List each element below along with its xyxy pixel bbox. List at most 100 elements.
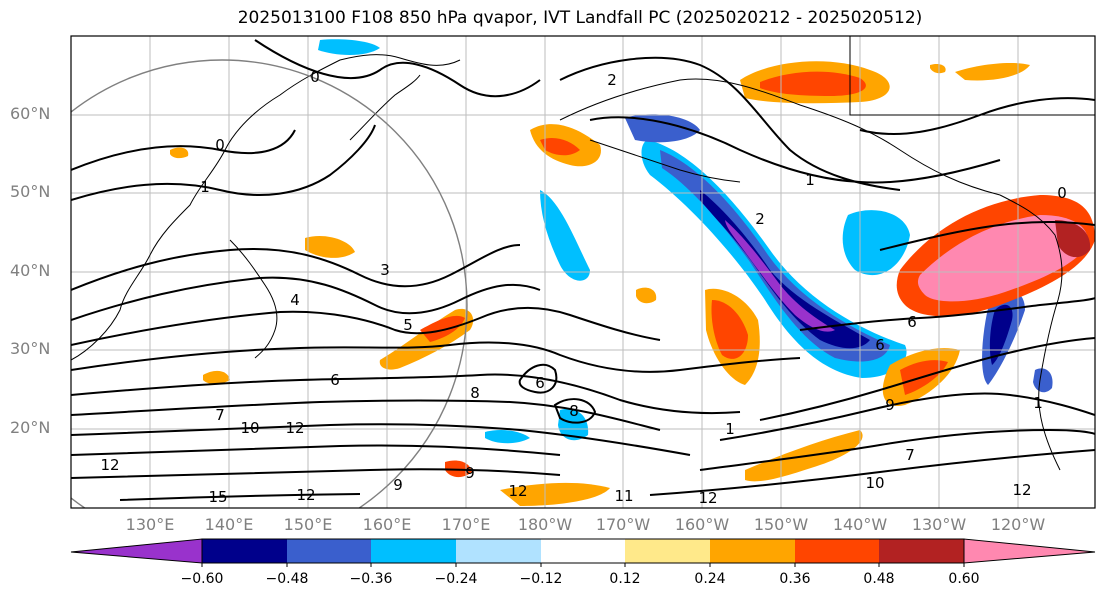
contour-label: 0 bbox=[215, 136, 225, 154]
positive-field-blob-6b bbox=[917, 215, 1089, 302]
colorbar-tick-label: 0.36 bbox=[779, 571, 811, 587]
contour-label: 11 bbox=[614, 487, 633, 505]
contour-8 bbox=[71, 399, 661, 431]
longitude-label: 160°W bbox=[674, 515, 730, 534]
colorbar-segment bbox=[710, 539, 795, 563]
positive-field-blob-4b bbox=[711, 300, 748, 359]
map-frame bbox=[70, 35, 1096, 509]
contour-6-east bbox=[799, 297, 1095, 331]
contour-label: 0 bbox=[310, 68, 320, 86]
coastline-kamchatka bbox=[349, 74, 421, 141]
contour-label: 8 bbox=[470, 384, 480, 402]
negative-field-blob-9 bbox=[1033, 368, 1053, 393]
longitude-label: 150°E bbox=[283, 515, 333, 534]
positive-field-blob-13 bbox=[930, 63, 946, 74]
latitude-label: 20°N bbox=[10, 418, 51, 437]
contour-label: 3 bbox=[380, 261, 390, 279]
negative-field-core bbox=[725, 220, 835, 332]
positive-field-blob-3b bbox=[760, 71, 866, 96]
colorbar-segment bbox=[879, 539, 964, 563]
longitude-label: 180°W bbox=[517, 515, 573, 534]
colorbar-tick-label: 0.48 bbox=[863, 571, 895, 587]
contour-1-east bbox=[589, 116, 1001, 184]
contour-label: 1 bbox=[200, 178, 210, 196]
colorbar-tick-label: 0.60 bbox=[948, 571, 980, 587]
contour-9-east bbox=[719, 392, 1095, 441]
colorbar-segment bbox=[625, 539, 710, 563]
contour-label: 9 bbox=[393, 476, 403, 494]
longitude-label: 120°W bbox=[990, 515, 1046, 534]
coastline-aleutians bbox=[589, 139, 741, 183]
contour-10 bbox=[71, 444, 561, 456]
map-title: 2025013100 F108 850 hPa qvapor, IVT Land… bbox=[237, 8, 923, 28]
contour-6-loop bbox=[518, 363, 558, 394]
contour-label: 7 bbox=[905, 446, 915, 464]
contour-label: 1 bbox=[725, 420, 735, 438]
colorbar-tick-label: −0.60 bbox=[180, 571, 224, 587]
longitude-label: 150°W bbox=[753, 515, 809, 534]
positive-field-blob-1 bbox=[305, 235, 355, 258]
contour-1-west bbox=[71, 124, 376, 201]
longitude-label: 130°W bbox=[911, 515, 967, 534]
latitude-label: 50°N bbox=[10, 182, 51, 201]
colorbar-segment bbox=[456, 539, 541, 563]
colorbar-segment bbox=[795, 539, 879, 563]
longitude-label: 170°W bbox=[595, 515, 651, 534]
contour-3 bbox=[71, 244, 521, 291]
positive-field-blob-9 bbox=[500, 482, 610, 506]
contour-label: 12 bbox=[508, 482, 527, 500]
contour-1-north-east bbox=[859, 97, 1095, 135]
contour-label: 1 bbox=[1033, 394, 1043, 412]
colorbar-extend-low bbox=[70, 538, 203, 564]
positive-field-blob-2b bbox=[540, 138, 580, 156]
contour-label: 6 bbox=[907, 313, 917, 331]
contour-label: 7 bbox=[215, 406, 225, 424]
longitude-label: 140°W bbox=[832, 515, 888, 534]
colorbar-tick-label: −0.24 bbox=[434, 571, 478, 587]
colorbar-frame bbox=[201, 538, 965, 564]
colorbar-tick-label: −0.12 bbox=[519, 571, 563, 587]
contour-label: 6 bbox=[875, 336, 885, 354]
negative-field-blob-4 bbox=[318, 39, 380, 55]
positive-field-blob-14 bbox=[955, 62, 1030, 81]
contour-label: 10 bbox=[865, 474, 884, 492]
contour-15 bbox=[119, 493, 361, 501]
contour-label: 2 bbox=[755, 210, 765, 228]
contour-label: 1 bbox=[805, 171, 815, 189]
contour-12 bbox=[71, 468, 561, 479]
colorbar-tick-label: 0.24 bbox=[694, 571, 726, 587]
colorbar-ticks bbox=[201, 563, 965, 567]
contour-7-east bbox=[759, 337, 1095, 421]
ivt-contours bbox=[71, 39, 1095, 501]
contour-8-loop bbox=[553, 398, 597, 424]
contour-0-north bbox=[254, 39, 541, 98]
contour-4 bbox=[71, 276, 541, 321]
colorbar-tick-label: −0.36 bbox=[349, 571, 393, 587]
negative-field-blob-7 bbox=[558, 408, 589, 441]
contour-label: 8 bbox=[569, 402, 579, 420]
coastline-alaska bbox=[559, 78, 1001, 196]
contour-label: 2 bbox=[607, 71, 617, 89]
negative-field-mid bbox=[660, 150, 890, 362]
positive-field-blob-5 bbox=[636, 287, 657, 304]
coastline-japan bbox=[229, 239, 278, 359]
contour-label: 9 bbox=[465, 464, 475, 482]
contour-label: 0 bbox=[1057, 184, 1067, 202]
contour-label: 9 bbox=[885, 396, 895, 414]
colorbar-segment bbox=[202, 539, 287, 563]
contour-12-east bbox=[649, 449, 1095, 496]
positive-field-plume-inner bbox=[420, 315, 465, 342]
contour-0-west bbox=[71, 129, 296, 171]
map-panel: 0 0 1 2 1 0 1 3 4 5 6 7 8 9 10 12 12 12 … bbox=[71, 36, 1095, 508]
contour-2-loop bbox=[559, 56, 901, 191]
contour-label: 5 bbox=[403, 316, 413, 334]
positive-field-blob-6c bbox=[1055, 220, 1091, 258]
contour-7 bbox=[71, 373, 741, 415]
contour-9 bbox=[71, 423, 691, 456]
graticule bbox=[71, 36, 1095, 508]
contour-label: 12 bbox=[698, 489, 717, 507]
colorbar-extend-high bbox=[963, 538, 1096, 564]
latitude-label: 30°N bbox=[10, 339, 51, 358]
negative-field-blob-1 bbox=[625, 114, 700, 143]
